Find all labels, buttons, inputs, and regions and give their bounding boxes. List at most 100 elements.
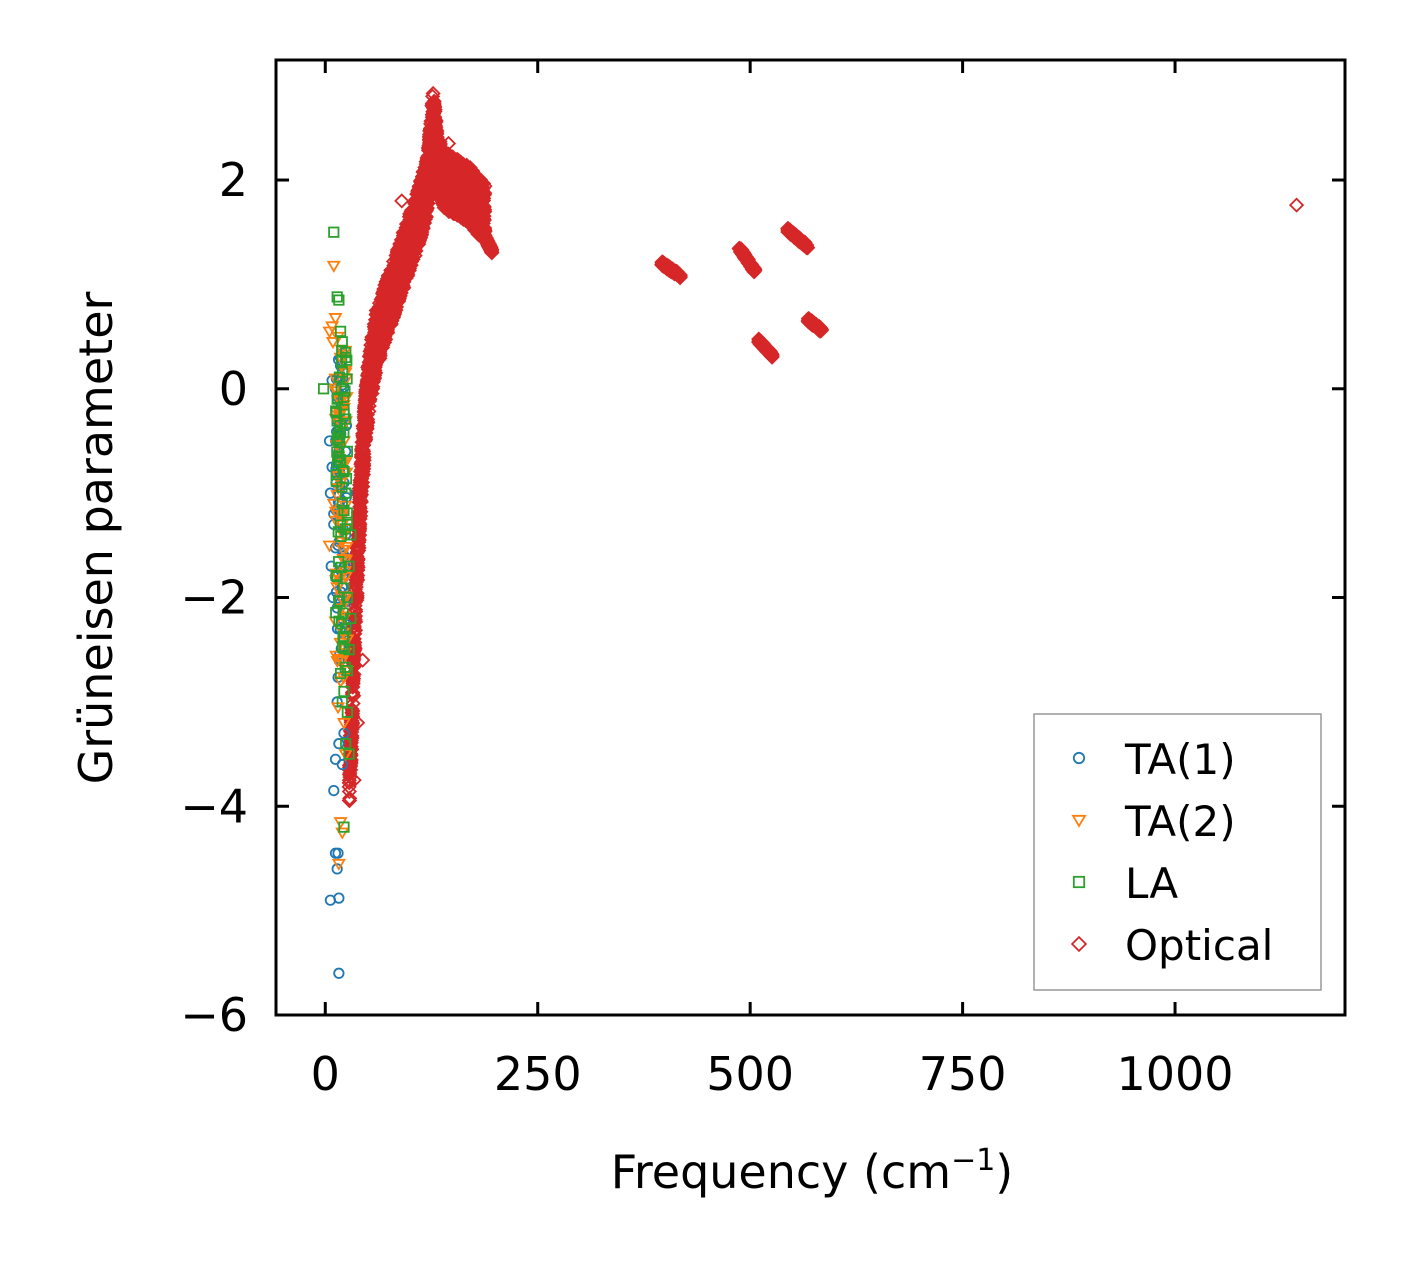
optical-point (413, 177, 429, 194)
x-axis-label: Frequency (cm−1) (611, 1143, 1014, 1199)
optical-point (358, 399, 374, 415)
la-point (330, 569, 342, 582)
optical-point (433, 185, 449, 201)
la-point (317, 383, 330, 395)
la-point (333, 371, 346, 383)
la-point (338, 685, 350, 698)
optical-point (446, 174, 462, 190)
ta2-point (322, 540, 337, 553)
optical-point (395, 231, 411, 247)
legend-marker-ta2 (1071, 814, 1087, 828)
optical-point (468, 209, 484, 225)
x-axis-label-superscript: −1 (951, 1143, 995, 1178)
optical-point (425, 106, 441, 122)
optical-point (475, 192, 492, 209)
la-point (331, 434, 343, 446)
optical-point (426, 97, 442, 113)
optical-point (481, 236, 497, 252)
la-point (330, 407, 342, 419)
optical-point (454, 192, 470, 208)
la-point (343, 748, 355, 760)
ta1-point (328, 785, 340, 797)
optical-point (446, 205, 462, 221)
optical-point (427, 109, 443, 125)
optical-point (356, 446, 372, 462)
ta2-point (335, 544, 351, 557)
ta1-point (331, 863, 343, 875)
plot-frame (274, 58, 1347, 1017)
optical-point (458, 163, 474, 179)
y-tick-label: −6 (180, 988, 248, 1042)
y-axis-label: Grüneisen parameter (69, 291, 123, 784)
optical-point (453, 209, 469, 225)
optical-point (430, 142, 447, 159)
ta2-point (331, 858, 346, 871)
optical-point (471, 185, 487, 202)
la-point (337, 465, 349, 477)
optical-point (343, 714, 359, 730)
points-layer (317, 85, 1305, 979)
la-point (339, 385, 351, 397)
optical-point (404, 202, 421, 218)
ta2-point (332, 653, 347, 666)
la-point (338, 404, 350, 416)
ta2-point (328, 313, 343, 326)
legend-label-ta1: TA(1) (1124, 735, 1236, 784)
x-tick-label: 500 (706, 1047, 794, 1101)
optical-point (350, 521, 366, 538)
ta2-point (336, 718, 352, 731)
la-point (338, 631, 350, 643)
optical-point (805, 315, 821, 331)
optical-point (392, 250, 408, 266)
optical-point (365, 364, 381, 380)
ta1-point (333, 967, 345, 979)
optical-point (342, 790, 358, 807)
optical-point (353, 447, 370, 463)
optical-point (347, 610, 363, 626)
optical-point (657, 257, 673, 274)
optical-point (349, 545, 365, 561)
optical-point (346, 772, 362, 788)
optical-point (347, 612, 363, 628)
optical-point (346, 642, 363, 658)
optical-point (409, 234, 426, 251)
optical-point (341, 792, 358, 809)
optical-point (402, 222, 418, 238)
x-axis-label-main: Frequency (cm (611, 1145, 951, 1199)
ta2-point (325, 337, 341, 350)
la-point (333, 556, 345, 568)
optical-point (343, 746, 359, 762)
la-point (340, 623, 352, 635)
la-point (330, 475, 342, 487)
x-tick-label: 250 (494, 1047, 582, 1101)
la-point (336, 336, 348, 348)
optical-point (452, 172, 469, 188)
la-point (340, 738, 352, 750)
ta1-point (324, 487, 336, 499)
optical-point (353, 504, 369, 520)
optical-point (417, 209, 433, 226)
optical-point (791, 234, 807, 250)
optical-point (467, 201, 484, 217)
ta2-point (325, 321, 340, 334)
y-tick-label: −2 (180, 571, 248, 625)
optical-point (409, 200, 425, 216)
optical-point (349, 715, 366, 731)
optical-point (408, 224, 424, 240)
optical-point (355, 652, 371, 668)
optical-point (780, 222, 796, 238)
legend-marker-la (1072, 875, 1086, 889)
optical-point (361, 386, 378, 402)
ta2-point (333, 676, 348, 689)
la-point (338, 426, 350, 439)
la-point (341, 664, 353, 677)
optical-point (448, 197, 464, 213)
optical-point (392, 237, 408, 253)
la-point (341, 706, 353, 718)
x-tick-label: 1000 (1117, 1047, 1234, 1101)
optical-point (425, 88, 441, 104)
la-point (339, 661, 351, 673)
optical-point (812, 323, 829, 339)
